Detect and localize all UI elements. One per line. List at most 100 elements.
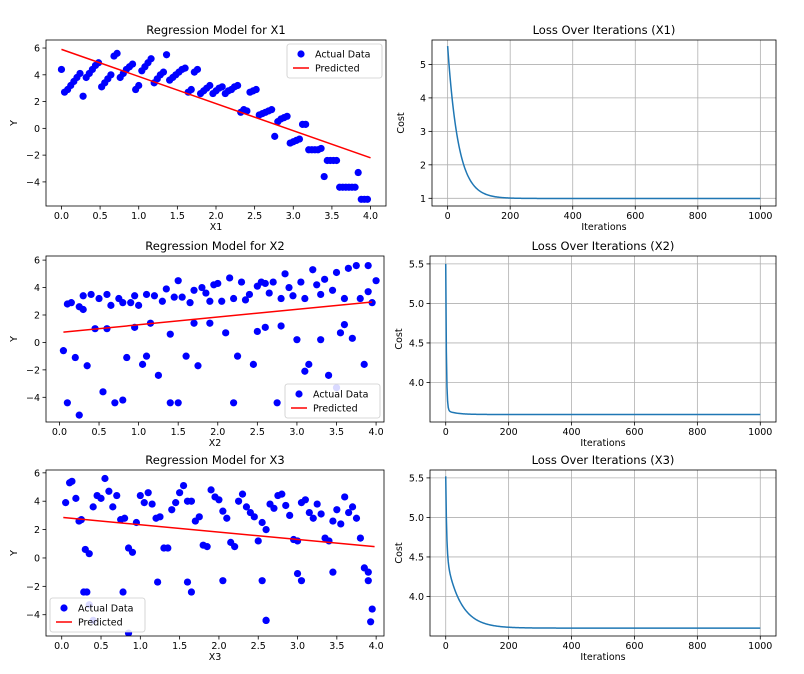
y-tick-label: −4 xyxy=(26,393,40,404)
data-point xyxy=(202,289,210,297)
data-point xyxy=(226,274,234,282)
plot-area xyxy=(57,48,372,203)
data-point xyxy=(305,360,313,368)
data-point xyxy=(222,329,230,337)
y-tick-label: 4 xyxy=(34,283,40,294)
y-tick-label: 1 xyxy=(420,194,426,205)
data-point xyxy=(234,81,242,90)
data-point xyxy=(231,543,239,551)
data-point xyxy=(293,569,302,578)
x-tick-label: 800 xyxy=(688,641,706,652)
data-point xyxy=(62,499,70,507)
y-tick-label: 5.0 xyxy=(409,299,424,310)
data-point xyxy=(301,367,309,375)
data-point xyxy=(63,399,71,407)
data-point xyxy=(214,279,222,288)
data-point xyxy=(190,319,198,327)
data-point xyxy=(268,106,276,114)
plot-area xyxy=(62,474,376,636)
data-point xyxy=(352,514,361,522)
data-point xyxy=(286,511,294,520)
data-point xyxy=(321,275,329,283)
data-point xyxy=(285,283,293,292)
predicted-line xyxy=(63,516,375,548)
data-point xyxy=(258,577,266,585)
x-tick-label: 4.0 xyxy=(369,427,384,438)
data-point xyxy=(79,92,87,100)
y-axis-label: Cost xyxy=(394,328,405,349)
data-point xyxy=(301,294,309,303)
plot-area xyxy=(446,45,761,200)
data-point xyxy=(190,286,198,294)
data-point xyxy=(317,336,325,344)
data-point xyxy=(324,371,333,379)
legend-box xyxy=(284,383,381,419)
y-tick-label: −2 xyxy=(26,151,40,162)
data-point xyxy=(332,156,341,165)
predicted-line xyxy=(63,301,373,333)
data-point xyxy=(364,568,372,576)
data-point xyxy=(206,297,214,305)
data-point xyxy=(95,294,103,303)
data-point xyxy=(187,497,196,505)
x-tick-label: 4.0 xyxy=(369,641,384,652)
x-tick-label: 2.0 xyxy=(208,211,223,222)
data-point xyxy=(354,168,362,177)
data-point xyxy=(135,81,143,90)
data-point xyxy=(253,327,261,336)
data-point xyxy=(183,578,192,586)
x-tick-label: 2.0 xyxy=(211,641,226,652)
x-tick-label: 800 xyxy=(689,211,707,222)
data-point xyxy=(261,279,269,288)
data-point xyxy=(293,336,301,344)
data-point xyxy=(119,588,127,596)
data-point xyxy=(119,396,127,404)
x-tick-label: 600 xyxy=(626,211,644,222)
data-point xyxy=(67,299,75,307)
data-point xyxy=(142,290,151,299)
data-point xyxy=(128,548,137,556)
data-point xyxy=(278,490,286,498)
chart-title: Regression Model for X1 xyxy=(146,23,285,37)
data-point xyxy=(301,496,309,504)
data-point xyxy=(131,292,139,300)
data-point xyxy=(219,507,227,515)
loss-curve xyxy=(446,45,761,200)
data-point xyxy=(250,513,258,521)
data-point xyxy=(341,493,349,501)
y-tick-label: 0 xyxy=(34,338,40,349)
data-point xyxy=(348,334,356,342)
x-tick-label: 0.0 xyxy=(54,641,69,652)
data-point xyxy=(295,135,304,143)
data-point xyxy=(313,500,321,508)
y-tick-label: 3 xyxy=(420,127,426,138)
data-point xyxy=(162,285,170,293)
chart-loss1: Loss Over Iterations (X1) 0 200 400 600 800 10… xyxy=(396,23,777,233)
data-point xyxy=(170,293,178,301)
y-tick-label: 4.0 xyxy=(409,378,424,389)
data-point xyxy=(340,294,349,303)
x-tick-label: 2.0 xyxy=(210,427,225,438)
data-point xyxy=(372,277,380,285)
plot-area xyxy=(444,476,761,629)
data-point xyxy=(87,290,95,299)
legend-label-predicted: Predicted xyxy=(78,618,123,629)
data-point xyxy=(83,362,91,370)
data-point xyxy=(99,388,107,396)
x-tick-label: 1.0 xyxy=(133,641,148,652)
legend-label-actual: Actual Data xyxy=(313,390,368,401)
y-tick-label: 5.5 xyxy=(409,259,424,270)
data-point xyxy=(230,294,238,303)
x-tick-label: 3.5 xyxy=(329,641,344,652)
y-tick-label: 4 xyxy=(420,93,426,104)
data-point xyxy=(302,120,310,128)
x-tick-label: 0.0 xyxy=(54,211,69,222)
data-point xyxy=(297,577,306,585)
data-point xyxy=(174,399,182,407)
data-point xyxy=(198,283,206,292)
data-point xyxy=(351,183,359,191)
y-axis-label: Y xyxy=(9,120,20,127)
data-point xyxy=(57,65,66,74)
x-tick-label: 4.0 xyxy=(363,211,378,222)
